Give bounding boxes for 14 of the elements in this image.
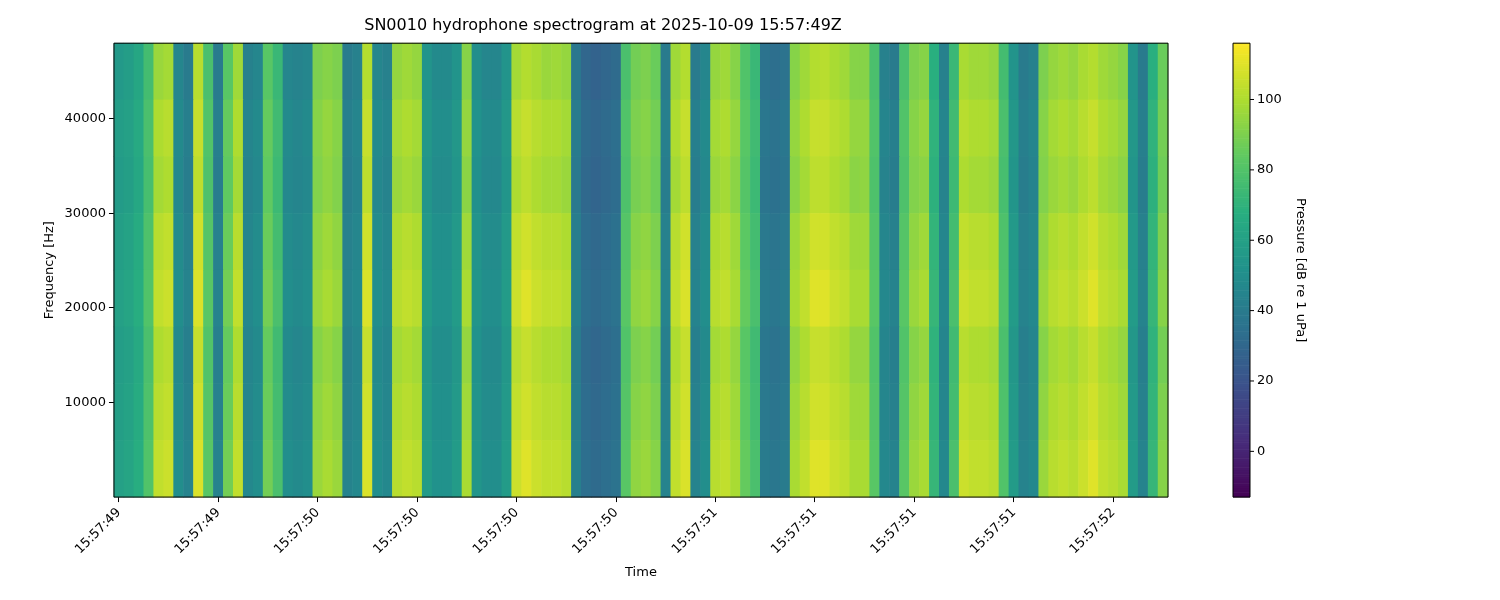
x-axis-title: Time bbox=[624, 563, 657, 579]
chart-title: SN0010 hydrophone spectrogram at 2025-10-09 15:57:49Z bbox=[364, 14, 842, 34]
color-bar-label: 80 bbox=[1257, 161, 1274, 177]
color-bar-label: 100 bbox=[1257, 90, 1282, 106]
color-bar-label: 60 bbox=[1257, 231, 1274, 247]
y-tick-label: 30000 bbox=[64, 204, 106, 220]
y-tick-label: 10000 bbox=[64, 393, 106, 409]
color-bar-label: 40 bbox=[1257, 301, 1274, 317]
y-tick-label: 40000 bbox=[64, 110, 106, 126]
color-bar-title: Pressure [dB re 1 uPa] bbox=[1293, 198, 1309, 343]
color-bar-label: 20 bbox=[1257, 372, 1274, 388]
y-axis-title: Frequency [Hz] bbox=[41, 221, 57, 320]
y-tick-label: 20000 bbox=[64, 299, 106, 315]
color-bar-label: 0 bbox=[1257, 442, 1266, 458]
